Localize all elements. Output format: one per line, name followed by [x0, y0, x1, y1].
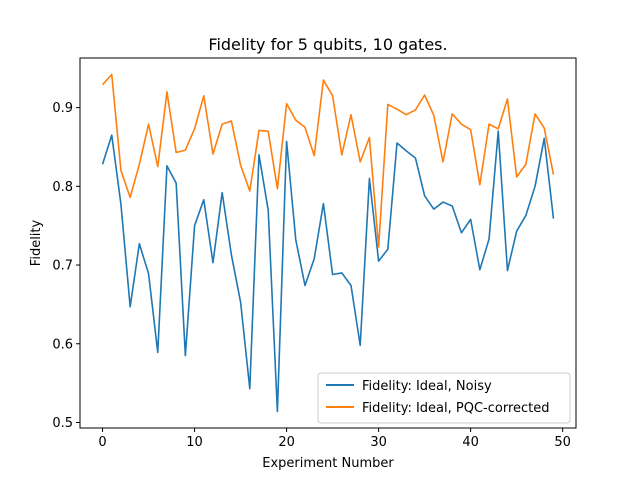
x-tick-label: 30: [370, 435, 387, 450]
x-axis: 0 10 20 30 40 50: [98, 428, 571, 450]
x-axis-label: Experiment Number: [262, 456, 394, 471]
x-tick-label: 50: [554, 435, 571, 450]
legend-box: [317, 372, 571, 424]
x-tick-label: 10: [186, 435, 203, 450]
y-tick-label: 0.5: [52, 416, 73, 431]
y-axis-label: Fidelity: [29, 219, 44, 266]
x-tick-label: 20: [278, 435, 295, 450]
x-tick-label: 40: [462, 435, 479, 450]
y-tick-label: 0.9: [52, 101, 73, 116]
legend: Fidelity: Ideal, Noisy Fidelity: Ideal, …: [317, 372, 571, 424]
x-tick-label: 0: [98, 435, 106, 450]
legend-label-noisy: Fidelity: Ideal, Noisy: [362, 379, 492, 394]
series-line-1: [101, 73, 555, 248]
legend-label-pqc: Fidelity: Ideal, PQC-corrected: [362, 401, 550, 416]
y-tick-label: 0.6: [52, 337, 73, 352]
chart-title: Fidelity for 5 qubits, 10 gates.: [208, 35, 447, 54]
series-layer: [101, 73, 555, 413]
y-axis: 0.5 0.6 0.7 0.8 0.9: [52, 101, 80, 431]
y-tick-label: 0.7: [52, 259, 73, 274]
plot-area: [101, 73, 555, 413]
y-tick-label: 0.8: [52, 180, 73, 195]
plot-frame: [79, 57, 577, 429]
series-line-0: [101, 130, 555, 413]
